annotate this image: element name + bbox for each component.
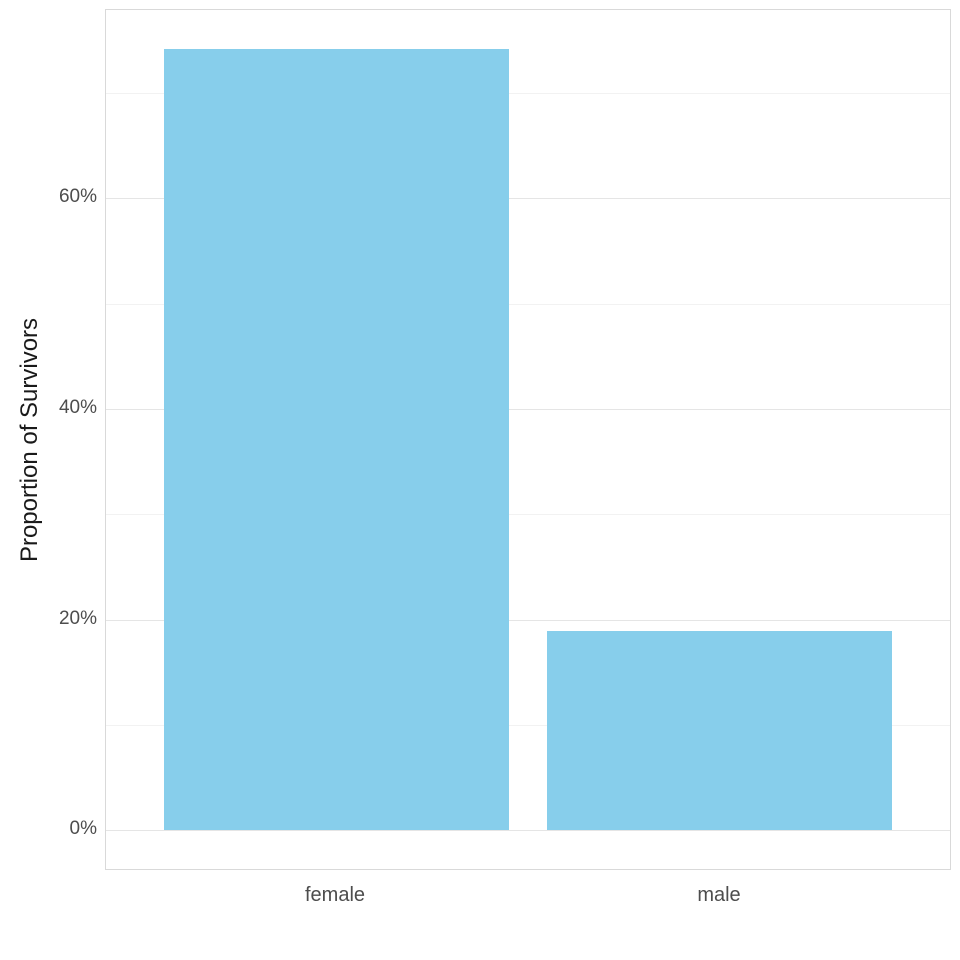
major-gridline [106, 830, 950, 831]
x-tick-label-male: male [697, 884, 741, 906]
minor-gridline [106, 725, 950, 726]
y-tick-label: 60% [58, 186, 97, 207]
y-tick-label: 40% [58, 397, 97, 418]
bar-female [164, 49, 509, 830]
y-tick-label: 20% [58, 608, 97, 629]
minor-gridline [106, 304, 950, 305]
minor-gridline [106, 514, 950, 515]
major-gridline [106, 409, 950, 410]
x-tick-label-female: female [304, 884, 366, 906]
major-gridline [106, 198, 950, 199]
plot-panel [105, 9, 951, 870]
minor-gridline [106, 93, 950, 94]
bar-male [547, 631, 892, 830]
major-gridline [106, 620, 950, 621]
y-tick-label: 0% [69, 818, 97, 839]
y-axis-title: Proportion of Survivors [16, 317, 43, 563]
